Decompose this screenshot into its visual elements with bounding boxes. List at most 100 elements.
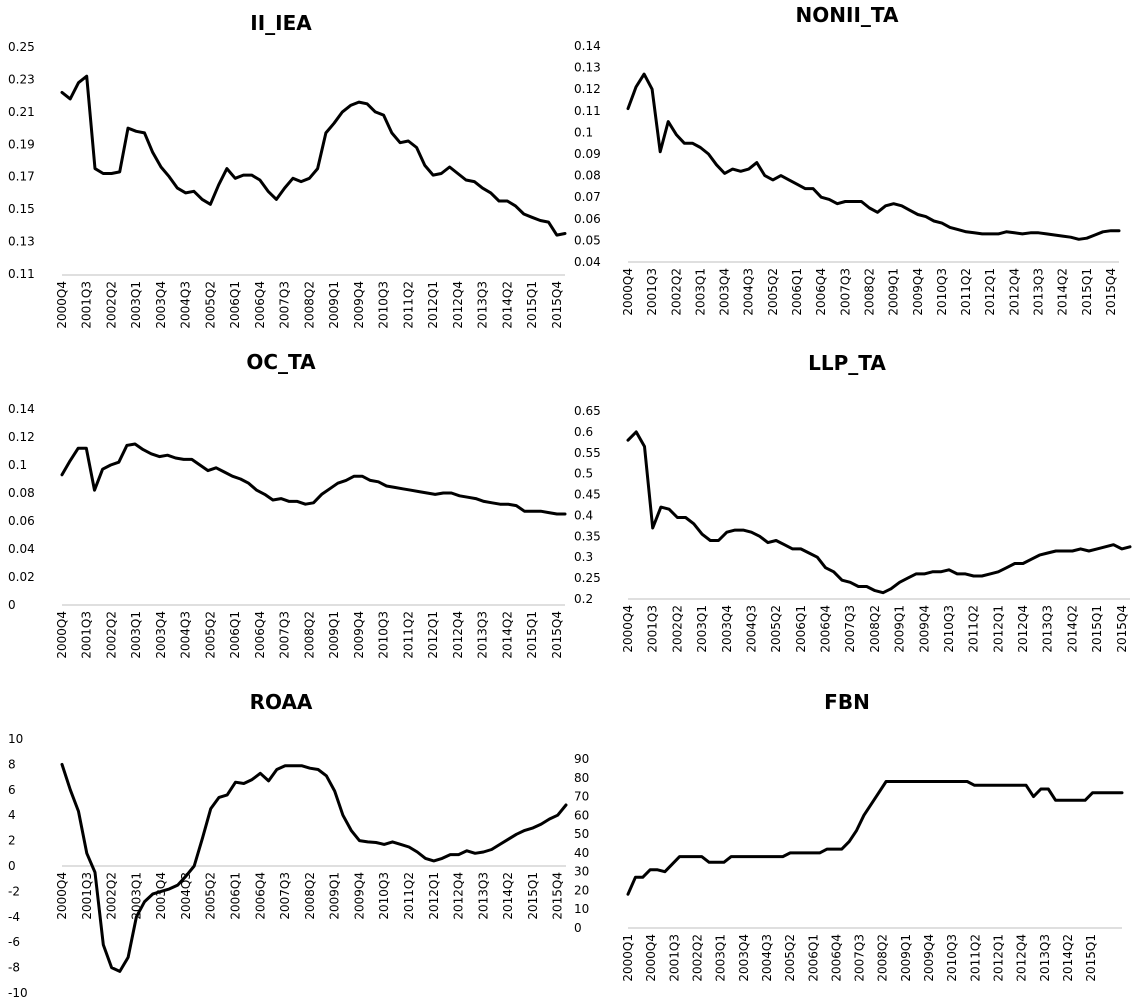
x-tick-label: 2014Q2 <box>1061 934 1075 982</box>
x-tick-label: 2014Q2 <box>500 281 514 329</box>
x-tick-label: 2008Q2 <box>302 281 316 329</box>
y-tick-label: 0.08 <box>8 486 35 500</box>
x-tick-label: 2014Q2 <box>1056 268 1070 316</box>
x-tick-label: 2004Q3 <box>179 872 193 920</box>
y-tick-label: 30 <box>574 865 589 879</box>
x-tick-label: 2010Q3 <box>945 934 959 982</box>
series-line <box>60 762 568 973</box>
chart-panel-oc-ta: OC_TA 0.14 0.12 0.1 0.08 0.06 0.04 0.02 0 2000Q4 2… <box>0 333 567 663</box>
x-tick-label: 2004Q3 <box>742 268 756 316</box>
x-tick-label: 2009Q4 <box>917 605 931 653</box>
y-tick-label: 50 <box>574 827 589 841</box>
x-tick-label: 2007Q3 <box>838 268 852 316</box>
x-tick-label: 2007Q3 <box>853 934 867 982</box>
x-tick-label: 2004Q3 <box>179 611 193 659</box>
x-tick-label: 2012Q1 <box>991 605 1005 653</box>
x-tick-label: 2013Q3 <box>476 872 490 920</box>
x-tick-label: 2006Q1 <box>229 872 243 920</box>
chart-panel-fbn: FBN 90 80 70 60 50 40 30 20 10 0 2000Q1 2000Q4 2001Q3… <box>566 665 1132 998</box>
y-tick-label: 70 <box>574 790 589 804</box>
y-tick-label: 0.45 <box>574 488 601 502</box>
chart-title: FBN <box>824 690 870 714</box>
x-tick-label: 2009Q1 <box>893 605 907 653</box>
y-tick-label: 0.21 <box>8 105 35 119</box>
x-tick-label: 2003Q1 <box>695 605 709 653</box>
x-tick-label: 2003Q4 <box>154 611 168 659</box>
x-tick-label: 2009Q1 <box>899 934 913 982</box>
y-tick-label: 0.11 <box>574 104 601 118</box>
x-tick-label: 2012Q4 <box>451 611 465 659</box>
x-tick-label: 2015Q4 <box>1104 268 1118 316</box>
y-tick-label: 10 <box>574 902 589 916</box>
y-tick-label: 0.09 <box>574 147 601 161</box>
y-tick-label: 0.04 <box>8 542 35 556</box>
x-tick-label: 2011Q2 <box>967 605 981 653</box>
y-tick-label: 2 <box>8 834 16 848</box>
x-tick-label: 2006Q4 <box>814 268 828 316</box>
x-tick-label: 2015Q1 <box>525 281 539 329</box>
x-tick-label: 2012Q4 <box>1016 605 1030 653</box>
x-tick-label: 2004Q3 <box>760 934 774 982</box>
x-tick-label: 2006Q1 <box>794 605 808 653</box>
x-tick-label: 2001Q3 <box>645 268 659 316</box>
series-line <box>626 72 1121 241</box>
x-tick-label: 2011Q2 <box>402 872 416 920</box>
x-tick-label: 2000Q1 <box>621 934 635 982</box>
x-tick-label: 2014Q2 <box>1065 605 1079 653</box>
x-tick-label: 2015Q1 <box>526 872 540 920</box>
y-tick-label: 8 <box>8 757 16 771</box>
x-tick-label: 2001Q3 <box>667 934 681 982</box>
chart-title: II_IEA <box>250 11 312 35</box>
x-tick-label: 2015Q1 <box>1080 268 1094 316</box>
x-tick-label: 2014Q2 <box>501 872 515 920</box>
x-tick-label: 2006Q1 <box>228 611 242 659</box>
y-tick-label: 0.17 <box>8 170 35 184</box>
x-tick-label: 2006Q4 <box>253 872 267 920</box>
x-tick-label: 2007Q3 <box>278 281 292 329</box>
x-tick-label: 2012Q1 <box>983 268 997 316</box>
x-tick-label: 2004Q3 <box>179 281 193 329</box>
y-tick-label: 0.14 <box>8 402 35 416</box>
x-tick-label: 2009Q4 <box>352 611 366 659</box>
series-line <box>626 430 1132 595</box>
y-tick-label: 0.12 <box>8 430 35 444</box>
y-tick-label: 0.25 <box>8 40 35 54</box>
x-tick-label: 2012Q1 <box>992 934 1006 982</box>
y-tick-label: 0.13 <box>574 61 601 75</box>
x-tick-label: 2009Q1 <box>327 611 341 659</box>
x-tick-label: 2003Q1 <box>129 611 143 659</box>
x-tick-label: 2001Q3 <box>80 281 94 329</box>
y-tick-label: -4 <box>8 910 20 924</box>
y-tick-label: 0 <box>574 921 582 935</box>
y-tick-label: 20 <box>574 883 589 897</box>
x-tick-label: 2006Q1 <box>806 934 820 982</box>
chart-title: ROAA <box>250 690 313 714</box>
x-tick-label: 2002Q2 <box>105 872 119 920</box>
y-tick-label: 6 <box>8 783 16 797</box>
y-tick-label: 10 <box>8 732 23 746</box>
x-tick-label: 2011Q2 <box>959 268 973 316</box>
chart-svg: ROAA 10 8 6 4 2 0 -2 -4 -6 -8 -10 2000Q4 2001Q3 2002Q2… <box>8 690 568 998</box>
x-tick-label: 2015Q4 <box>551 872 565 920</box>
x-tick-label: 2013Q3 <box>1041 605 1055 653</box>
x-tick-label: 2005Q2 <box>203 281 217 329</box>
x-tick-label: 2013Q3 <box>476 281 490 329</box>
y-tick-label: 0.07 <box>574 190 601 204</box>
x-tick-label: 2002Q2 <box>104 611 118 659</box>
y-tick-label: 0.1 <box>574 125 593 139</box>
x-tick-label: 2006Q4 <box>253 611 267 659</box>
y-tick-label: 0.11 <box>8 267 35 281</box>
chart-svg: II_IEA 0.25 0.23 0.21 0.19 0.17 0.15 0.13 0.11 20… <box>8 11 567 329</box>
x-tick-label: 2015Q4 <box>1115 605 1129 653</box>
x-tick-label: 2015Q4 <box>550 611 564 659</box>
x-tick-label: 2007Q3 <box>278 872 292 920</box>
series-line <box>60 442 567 516</box>
x-tick-label: 2011Q2 <box>401 281 415 329</box>
chart-panel-nonii-ta: NONII_TA 0.14 0.13 0.12 0.11 0.1 0.09 0.08 0.07 0… <box>566 0 1132 330</box>
y-tick-label: -2 <box>8 884 20 898</box>
x-tick-label: 2003Q1 <box>693 268 707 316</box>
y-tick-label: -6 <box>8 935 20 949</box>
x-tick-label: 2013Q3 <box>1032 268 1046 316</box>
x-tick-label: 2008Q2 <box>868 605 882 653</box>
